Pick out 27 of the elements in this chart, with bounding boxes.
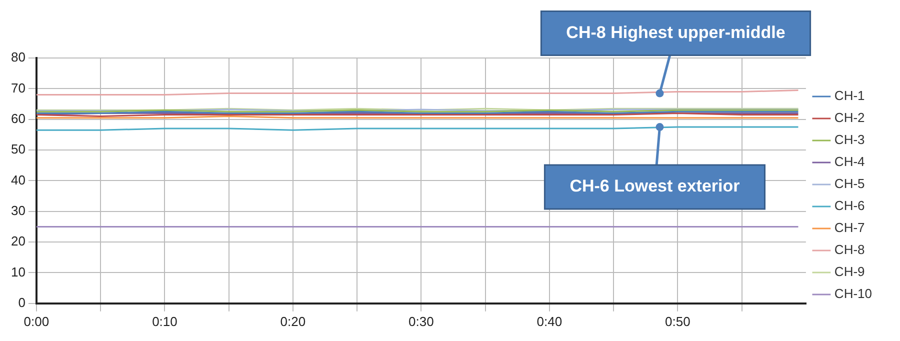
- legend-label: CH-9: [834, 264, 865, 280]
- legend-label: CH-6: [834, 198, 865, 214]
- annotation: CH-8 Highest upper-middle: [566, 22, 786, 42]
- legend-label: CH-8: [834, 242, 865, 258]
- y-tick-label: 30: [10, 202, 26, 218]
- y-tick-label: 20: [10, 234, 26, 249]
- x-tick-label: 0:10: [152, 314, 178, 329]
- y-tick-label: 10: [10, 264, 26, 280]
- legend-label: CH-7: [834, 220, 865, 236]
- legend-label: CH-5: [834, 176, 865, 192]
- legend-label: CH-1: [834, 88, 865, 104]
- x-tick-label: 0:40: [536, 314, 562, 329]
- x-tick-label: 0:00: [24, 314, 50, 329]
- legend-label: CH-3: [834, 132, 865, 148]
- y-tick-label: 80: [10, 50, 26, 65]
- x-tick-label: 0:20: [280, 314, 306, 329]
- legend-label: CH-10: [834, 286, 872, 302]
- x-tick-label: 0:50: [665, 314, 690, 329]
- legend-label: CH-4: [834, 154, 865, 170]
- y-tick-label: 50: [10, 142, 26, 157]
- legend-label: CH-2: [834, 110, 865, 126]
- annotation: CH-6 Lowest exterior: [570, 176, 740, 196]
- y-tick-label: 0: [18, 294, 26, 310]
- x-tick-label: 0:30: [408, 314, 434, 329]
- y-tick-label: 60: [10, 110, 26, 126]
- y-tick-label: 40: [10, 172, 26, 188]
- y-tick-label: 70: [10, 80, 26, 96]
